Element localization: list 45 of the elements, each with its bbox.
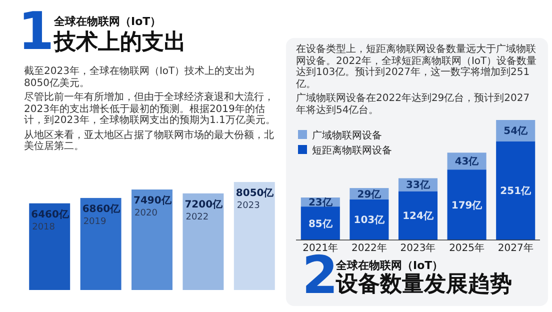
x-tick-label: 2023年 <box>400 242 436 254</box>
text: 1 <box>18 2 54 62</box>
text: 截至2023年，全球在物联网（IoT）技术上的支出为8050亿美元。 <box>24 66 256 89</box>
text: 设备数量发展趋势 <box>336 272 512 298</box>
chart-subtitle: 全球在物联网（IoT） <box>54 14 162 29</box>
bar <box>398 191 438 240</box>
text: 从地区来看，亚太地区占据了物联网市场的最大份额，北美位居第二。 <box>24 130 275 152</box>
data-label: 6460亿 <box>31 208 70 220</box>
bar <box>29 203 70 290</box>
x-tick-label: 2021年 <box>302 242 338 254</box>
text: 全球在物联网（IoT） <box>336 258 444 272</box>
bar <box>132 190 172 290</box>
data-label: 6860亿 <box>82 202 122 215</box>
x-tick-label: 2023 <box>236 201 260 211</box>
x-tick-label: 2022年 <box>351 242 387 254</box>
data-label: 54亿 <box>504 125 529 138</box>
x-tick-label: 2022 <box>186 212 209 222</box>
legend-label: 广域物联网设备 <box>312 130 382 142</box>
bar <box>182 193 224 290</box>
data-label: 85亿 <box>308 218 334 230</box>
chart-title: 技术上的支出 <box>54 30 186 56</box>
data-label: 251亿 <box>500 185 532 198</box>
data-label: 33亿 <box>406 179 431 192</box>
data-label: 124亿 <box>402 210 434 222</box>
data-label: 8050亿 <box>236 187 275 199</box>
data-label: 43亿 <box>454 156 480 168</box>
data-label: 23亿 <box>308 196 334 209</box>
data-label: 103亿 <box>354 214 386 226</box>
data-label: 7490亿 <box>134 194 172 207</box>
bar <box>234 182 275 290</box>
data-label: 179亿 <box>451 199 484 212</box>
x-tick-label: 2025年 <box>449 242 485 254</box>
text: 尽管比前一年有所增加，但由于全球经济衰退和大流行，2023年的支出增长低于最初的预测。根据2019年的估计，到2023年，全球物联网支出的预期为1.1万亿美元。 <box>24 92 276 126</box>
x-tick-label: 2020 <box>134 208 158 219</box>
x-tick-label: 2018 <box>32 222 56 232</box>
text: 在设备类型上，短距离物联网设备数量远大于广域物联网设备。2022年，全球短距离物联网（IoT）设备数量达到103亿。预计到2027年，这一数字将增加到251亿。 <box>296 44 538 90</box>
bar <box>80 198 122 290</box>
text: 广域物联网设备在2022年达到29亿台，预计到2027年将达到54亿台。 <box>296 93 531 116</box>
data-label: 29亿 <box>357 188 382 200</box>
x-tick-label: 2027年 <box>498 242 534 254</box>
bar <box>496 141 536 240</box>
legend-label: 短距离物联网设备 <box>312 144 392 156</box>
data-label: 7200亿 <box>184 198 224 210</box>
bar <box>447 170 486 240</box>
x-tick-label: 2019 <box>83 216 106 227</box>
